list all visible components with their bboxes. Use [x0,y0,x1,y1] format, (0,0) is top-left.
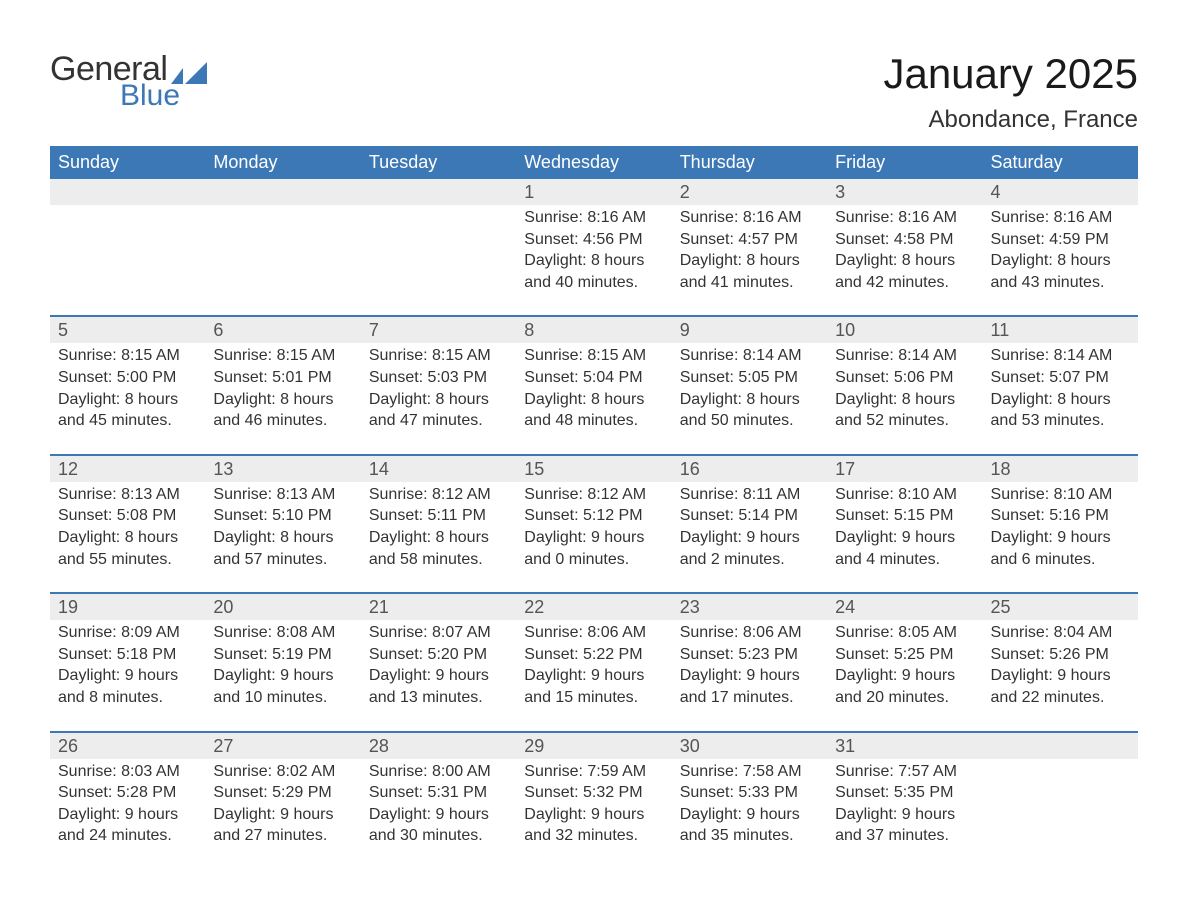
day-header-row: SundayMondayTuesdayWednesdayThursdayFrid… [50,146,1138,179]
day-number-cell: 11 [983,317,1138,343]
day-number-cell: 18 [983,456,1138,482]
day-number-cell: 3 [827,179,982,205]
day-number-cell: 21 [361,594,516,620]
day-content-cell: Sunrise: 8:11 AMSunset: 5:14 PMDaylight:… [672,482,827,592]
day-number-cell: 5 [50,317,205,343]
day-number-cell: 6 [205,317,360,343]
day-content-cell: Sunrise: 8:04 AMSunset: 5:26 PMDaylight:… [983,620,1138,730]
day-content-cell: Sunrise: 8:13 AMSunset: 5:08 PMDaylight:… [50,482,205,592]
day-content-cell: Sunrise: 8:00 AMSunset: 5:31 PMDaylight:… [361,759,516,869]
day-number-cell: 19 [50,594,205,620]
day-content-cell [50,205,205,315]
day-content-cell [205,205,360,315]
day-number-cell: 27 [205,733,360,759]
day-number-cell: 16 [672,456,827,482]
day-content-cell: Sunrise: 8:16 AMSunset: 4:58 PMDaylight:… [827,205,982,315]
calendar-head: SundayMondayTuesdayWednesdayThursdayFrid… [50,146,1138,179]
day-content-cell: Sunrise: 8:09 AMSunset: 5:18 PMDaylight:… [50,620,205,730]
day-number-row: 1234 [50,179,1138,205]
day-number-cell: 24 [827,594,982,620]
day-content-cell: Sunrise: 8:03 AMSunset: 5:28 PMDaylight:… [50,759,205,869]
day-number-cell: 25 [983,594,1138,620]
day-number-cell: 10 [827,317,982,343]
day-header: Tuesday [361,146,516,179]
day-content-cell: Sunrise: 8:14 AMSunset: 5:06 PMDaylight:… [827,343,982,453]
day-number-cell: 2 [672,179,827,205]
day-number-cell: 22 [516,594,671,620]
day-number-cell: 9 [672,317,827,343]
day-header: Monday [205,146,360,179]
day-content-cell: Sunrise: 8:15 AMSunset: 5:04 PMDaylight:… [516,343,671,453]
day-content-cell: Sunrise: 8:16 AMSunset: 4:59 PMDaylight:… [983,205,1138,315]
day-content-row: Sunrise: 8:13 AMSunset: 5:08 PMDaylight:… [50,482,1138,592]
day-content-row: Sunrise: 8:16 AMSunset: 4:56 PMDaylight:… [50,205,1138,315]
day-number-cell: 4 [983,179,1138,205]
day-number-cell: 8 [516,317,671,343]
day-number-row: 19202122232425 [50,594,1138,620]
day-content-cell: Sunrise: 8:10 AMSunset: 5:16 PMDaylight:… [983,482,1138,592]
day-number-cell: 1 [516,179,671,205]
day-content-cell: Sunrise: 7:57 AMSunset: 5:35 PMDaylight:… [827,759,982,869]
day-number-cell: 20 [205,594,360,620]
title-block: January 2025 Abondance, France [883,50,1138,134]
day-header: Saturday [983,146,1138,179]
day-number-cell: 23 [672,594,827,620]
day-number-cell: 31 [827,733,982,759]
day-content-cell: Sunrise: 8:10 AMSunset: 5:15 PMDaylight:… [827,482,982,592]
day-content-cell: Sunrise: 8:12 AMSunset: 5:11 PMDaylight:… [361,482,516,592]
day-content-cell: Sunrise: 8:06 AMSunset: 5:23 PMDaylight:… [672,620,827,730]
day-number-row: 567891011 [50,317,1138,343]
day-number-cell: 14 [361,456,516,482]
day-content-cell: Sunrise: 8:08 AMSunset: 5:19 PMDaylight:… [205,620,360,730]
day-number-cell: 28 [361,733,516,759]
day-content-row: Sunrise: 8:15 AMSunset: 5:00 PMDaylight:… [50,343,1138,453]
day-content-cell: Sunrise: 8:05 AMSunset: 5:25 PMDaylight:… [827,620,982,730]
day-number-cell: 26 [50,733,205,759]
day-content-cell: Sunrise: 8:16 AMSunset: 4:56 PMDaylight:… [516,205,671,315]
day-content-cell: Sunrise: 8:14 AMSunset: 5:05 PMDaylight:… [672,343,827,453]
day-content-cell [983,759,1138,869]
day-number-cell [50,179,205,205]
day-content-row: Sunrise: 8:09 AMSunset: 5:18 PMDaylight:… [50,620,1138,730]
day-content-cell: Sunrise: 8:12 AMSunset: 5:12 PMDaylight:… [516,482,671,592]
calendar-body: 1234Sunrise: 8:16 AMSunset: 4:56 PMDayli… [50,179,1138,869]
day-content-cell: Sunrise: 7:58 AMSunset: 5:33 PMDaylight:… [672,759,827,869]
day-header: Thursday [672,146,827,179]
day-number-cell [983,733,1138,759]
day-content-cell [361,205,516,315]
month-title: January 2025 [883,50,1138,98]
day-header: Friday [827,146,982,179]
day-content-cell: Sunrise: 8:15 AMSunset: 5:00 PMDaylight:… [50,343,205,453]
day-number-cell: 15 [516,456,671,482]
day-number-cell [205,179,360,205]
day-number-row: 12131415161718 [50,456,1138,482]
logo: General Blue [50,50,207,113]
page-header: General Blue January 2025 Abondance, Fra… [50,50,1138,134]
day-content-cell: Sunrise: 8:15 AMSunset: 5:03 PMDaylight:… [361,343,516,453]
day-content-cell: Sunrise: 7:59 AMSunset: 5:32 PMDaylight:… [516,759,671,869]
day-number-cell: 7 [361,317,516,343]
day-header: Wednesday [516,146,671,179]
day-number-cell [361,179,516,205]
day-number-cell: 30 [672,733,827,759]
day-header: Sunday [50,146,205,179]
day-content-cell: Sunrise: 8:13 AMSunset: 5:10 PMDaylight:… [205,482,360,592]
calendar-table: SundayMondayTuesdayWednesdayThursdayFrid… [50,146,1138,869]
day-number-cell: 29 [516,733,671,759]
day-content-cell: Sunrise: 8:16 AMSunset: 4:57 PMDaylight:… [672,205,827,315]
day-content-cell: Sunrise: 8:07 AMSunset: 5:20 PMDaylight:… [361,620,516,730]
logo-text-blue: Blue [120,79,180,113]
location-label: Abondance, France [883,106,1138,134]
day-number-cell: 13 [205,456,360,482]
day-content-cell: Sunrise: 8:14 AMSunset: 5:07 PMDaylight:… [983,343,1138,453]
day-number-cell: 17 [827,456,982,482]
day-content-cell: Sunrise: 8:15 AMSunset: 5:01 PMDaylight:… [205,343,360,453]
day-number-cell: 12 [50,456,205,482]
day-content-cell: Sunrise: 8:06 AMSunset: 5:22 PMDaylight:… [516,620,671,730]
day-content-row: Sunrise: 8:03 AMSunset: 5:28 PMDaylight:… [50,759,1138,869]
calendar-page: General Blue January 2025 Abondance, Fra… [0,0,1188,909]
day-content-cell: Sunrise: 8:02 AMSunset: 5:29 PMDaylight:… [205,759,360,869]
day-number-row: 262728293031 [50,733,1138,759]
